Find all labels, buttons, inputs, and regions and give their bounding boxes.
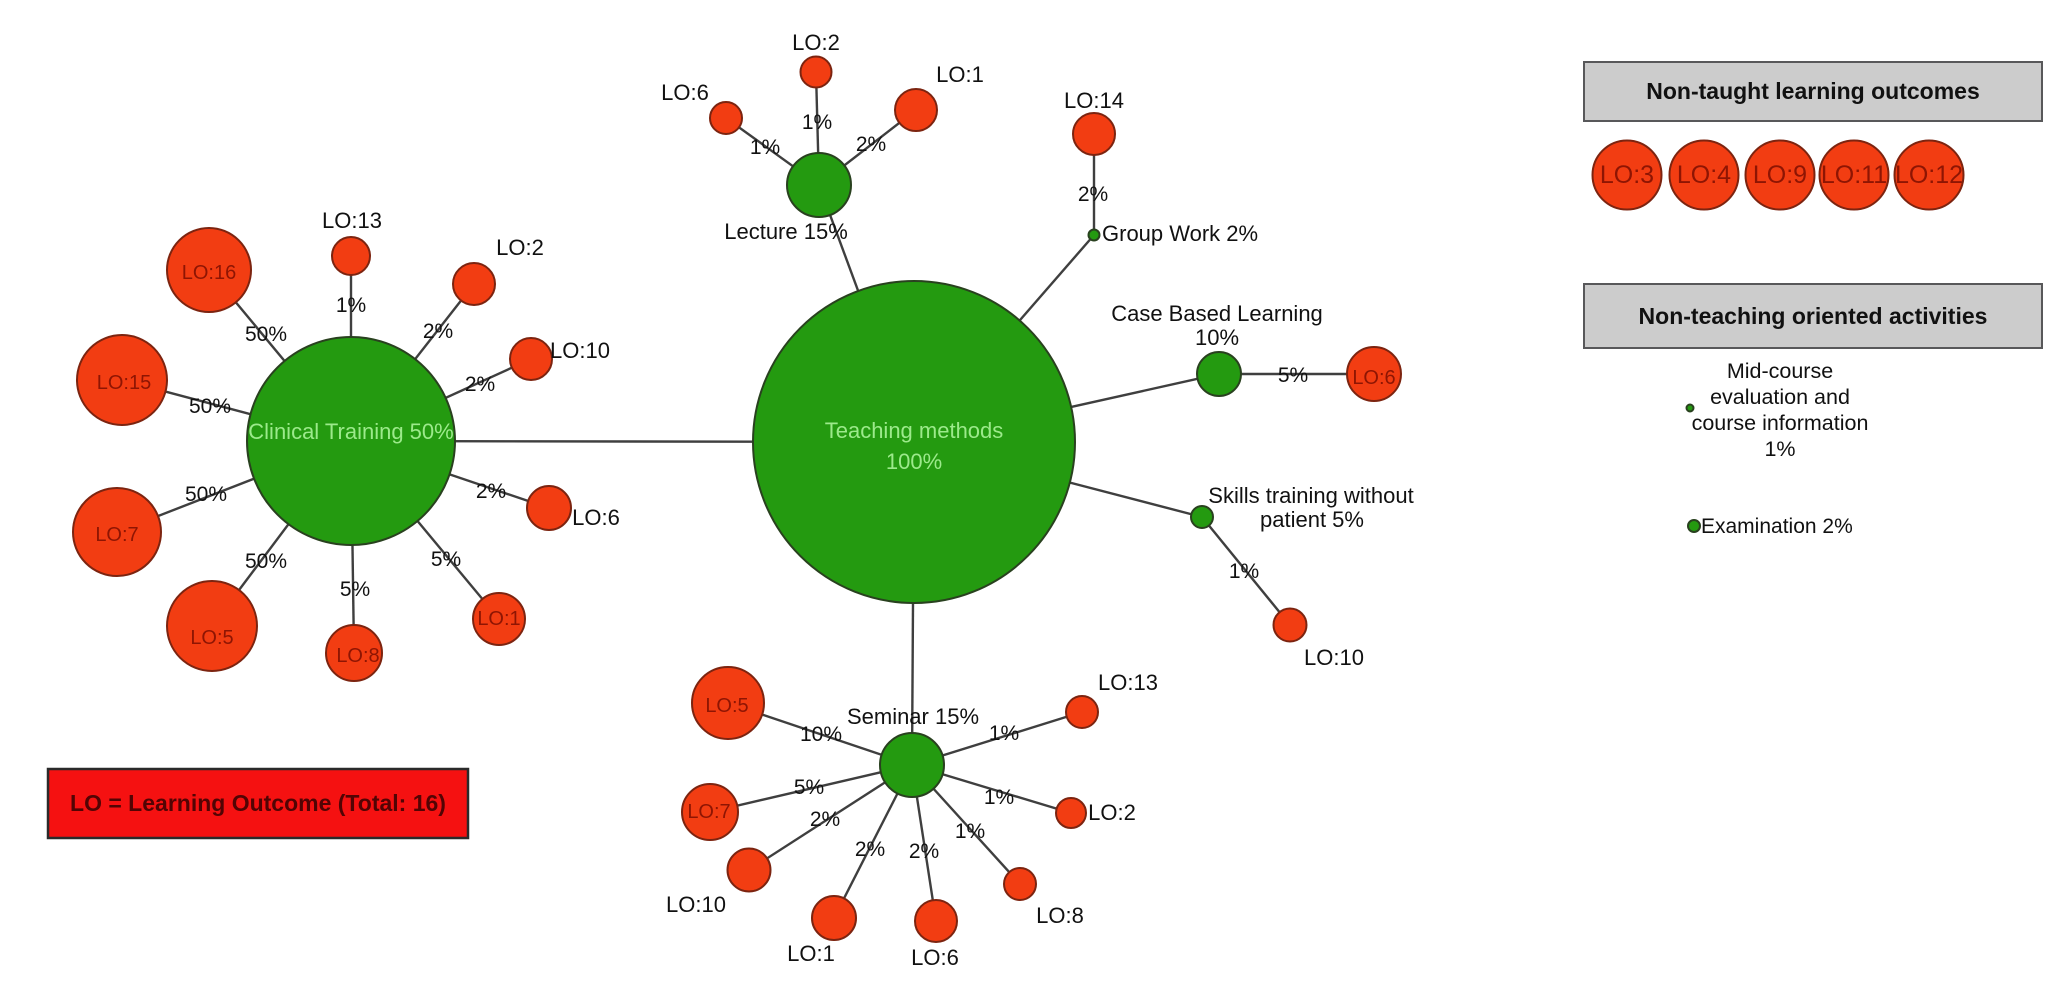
svg-text:LO:2: LO:2 bbox=[792, 30, 840, 55]
svg-text:LO:1: LO:1 bbox=[787, 941, 835, 966]
svg-text:LO:13: LO:13 bbox=[1098, 670, 1158, 695]
svg-text:LO:6: LO:6 bbox=[1352, 367, 1395, 389]
svg-text:2%: 2% bbox=[423, 320, 453, 343]
svg-text:2%: 2% bbox=[810, 808, 840, 831]
svg-text:Examination 2%: Examination 2% bbox=[1701, 515, 1853, 538]
svg-text:LO:3: LO:3 bbox=[1600, 161, 1654, 189]
svg-text:2%: 2% bbox=[476, 480, 506, 503]
svg-text:50%: 50% bbox=[245, 550, 287, 573]
svg-text:LO:4: LO:4 bbox=[1677, 161, 1731, 189]
svg-text:5%: 5% bbox=[794, 776, 824, 799]
svg-text:10%: 10% bbox=[800, 723, 842, 746]
svg-text:LO:2: LO:2 bbox=[496, 235, 544, 260]
svg-text:LO:6: LO:6 bbox=[572, 505, 620, 530]
svg-text:5%: 5% bbox=[340, 578, 370, 601]
svg-text:5%: 5% bbox=[431, 548, 461, 571]
svg-text:2%: 2% bbox=[855, 838, 885, 861]
svg-text:Skills training without: Skills training without bbox=[1208, 483, 1413, 508]
svg-text:1%: 1% bbox=[955, 820, 985, 843]
svg-text:Mid-course: Mid-course bbox=[1727, 359, 1833, 383]
svg-text:LO:10: LO:10 bbox=[1304, 645, 1364, 670]
svg-text:course information: course information bbox=[1692, 411, 1869, 435]
svg-text:Teaching methods: Teaching methods bbox=[825, 418, 1004, 443]
svg-text:1%: 1% bbox=[802, 111, 832, 134]
svg-text:LO:8: LO:8 bbox=[336, 645, 379, 667]
svg-text:1%: 1% bbox=[984, 786, 1014, 809]
svg-text:Case Based Learning: Case Based Learning bbox=[1111, 301, 1323, 326]
svg-text:1%: 1% bbox=[750, 136, 780, 159]
svg-text:LO:5: LO:5 bbox=[705, 695, 748, 717]
svg-text:LO:12: LO:12 bbox=[1895, 161, 1963, 189]
svg-text:LO:6: LO:6 bbox=[911, 945, 959, 970]
svg-text:Seminar 15%: Seminar 15% bbox=[847, 704, 979, 729]
svg-text:LO:10: LO:10 bbox=[666, 892, 726, 917]
svg-text:50%: 50% bbox=[185, 483, 227, 506]
svg-text:LO:5: LO:5 bbox=[190, 627, 233, 649]
svg-text:50%: 50% bbox=[189, 395, 231, 418]
svg-text:LO:1: LO:1 bbox=[936, 62, 984, 87]
svg-text:100%: 100% bbox=[886, 449, 942, 474]
svg-text:50%: 50% bbox=[245, 323, 287, 346]
svg-text:LO:15: LO:15 bbox=[97, 372, 151, 394]
svg-text:LO:2: LO:2 bbox=[1088, 800, 1136, 825]
svg-text:2%: 2% bbox=[465, 373, 495, 396]
svg-text:LO:6: LO:6 bbox=[661, 80, 709, 105]
svg-text:Non-taught learning outcomes: Non-taught learning outcomes bbox=[1646, 78, 1980, 104]
svg-text:2%: 2% bbox=[856, 133, 886, 156]
svg-text:2%: 2% bbox=[1078, 183, 1108, 206]
svg-text:1%: 1% bbox=[989, 722, 1019, 745]
svg-text:LO:7: LO:7 bbox=[95, 524, 138, 546]
svg-text:1%: 1% bbox=[1229, 560, 1259, 583]
svg-text:1%: 1% bbox=[336, 294, 366, 317]
svg-text:LO:10: LO:10 bbox=[550, 338, 610, 363]
svg-text:Clinical Training 50%: Clinical Training 50% bbox=[248, 419, 453, 444]
svg-text:LO:14: LO:14 bbox=[1064, 88, 1124, 113]
svg-text:1%: 1% bbox=[1764, 437, 1795, 461]
svg-text:Group Work 2%: Group Work 2% bbox=[1102, 221, 1258, 246]
svg-text:LO:9: LO:9 bbox=[1753, 161, 1807, 189]
svg-text:evaluation and: evaluation and bbox=[1710, 385, 1850, 409]
svg-text:LO:1: LO:1 bbox=[477, 608, 520, 630]
svg-text:2%: 2% bbox=[909, 840, 939, 863]
svg-text:LO:11: LO:11 bbox=[1821, 161, 1887, 189]
svg-text:LO = Learning Outcome (Total:: LO = Learning Outcome (Total: 16) bbox=[70, 790, 446, 816]
svg-text:10%: 10% bbox=[1195, 325, 1239, 350]
svg-text:Lecture 15%: Lecture 15% bbox=[724, 219, 848, 244]
svg-text:LO:8: LO:8 bbox=[1036, 903, 1084, 928]
svg-text:Non-teaching oriented activiti: Non-teaching oriented activities bbox=[1639, 303, 1988, 329]
svg-text:patient 5%: patient 5% bbox=[1260, 507, 1364, 532]
svg-text:LO:7: LO:7 bbox=[687, 801, 730, 823]
svg-text:LO:16: LO:16 bbox=[182, 262, 236, 284]
svg-text:5%: 5% bbox=[1278, 364, 1308, 387]
svg-text:LO:13: LO:13 bbox=[322, 208, 382, 233]
